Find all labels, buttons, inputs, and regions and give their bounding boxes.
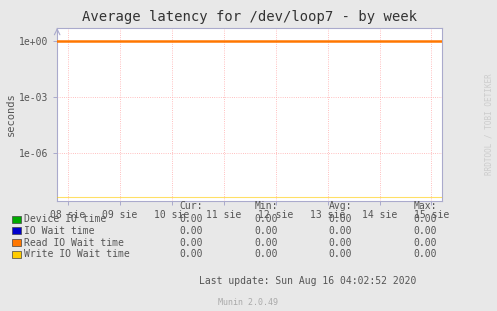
Text: 0.00: 0.00: [413, 226, 437, 236]
Text: 0.00: 0.00: [179, 214, 203, 224]
Text: 0.00: 0.00: [413, 238, 437, 248]
Text: Avg:: Avg:: [329, 201, 352, 211]
Text: IO Wait time: IO Wait time: [24, 226, 94, 236]
Text: Device IO time: Device IO time: [24, 214, 106, 224]
Title: Average latency for /dev/loop7 - by week: Average latency for /dev/loop7 - by week: [82, 10, 417, 24]
Text: 0.00: 0.00: [329, 238, 352, 248]
Text: 0.00: 0.00: [329, 214, 352, 224]
Text: 0.00: 0.00: [254, 214, 278, 224]
Text: 0.00: 0.00: [254, 238, 278, 248]
Text: 0.00: 0.00: [413, 214, 437, 224]
Text: 0.00: 0.00: [179, 249, 203, 259]
Text: 0.00: 0.00: [329, 226, 352, 236]
Text: 0.00: 0.00: [413, 249, 437, 259]
Text: Write IO Wait time: Write IO Wait time: [24, 249, 130, 259]
Y-axis label: seconds: seconds: [6, 92, 16, 136]
Text: 0.00: 0.00: [329, 249, 352, 259]
Text: Read IO Wait time: Read IO Wait time: [24, 238, 124, 248]
Text: Munin 2.0.49: Munin 2.0.49: [219, 298, 278, 307]
Text: 0.00: 0.00: [254, 226, 278, 236]
Text: Min:: Min:: [254, 201, 278, 211]
Text: RRDTOOL / TOBI OETIKER: RRDTOOL / TOBI OETIKER: [485, 73, 494, 175]
Text: Last update: Sun Aug 16 04:02:52 2020: Last update: Sun Aug 16 04:02:52 2020: [199, 276, 417, 286]
Text: Max:: Max:: [413, 201, 437, 211]
Text: 0.00: 0.00: [254, 249, 278, 259]
Text: 0.00: 0.00: [179, 238, 203, 248]
Text: Cur:: Cur:: [179, 201, 203, 211]
Text: 0.00: 0.00: [179, 226, 203, 236]
